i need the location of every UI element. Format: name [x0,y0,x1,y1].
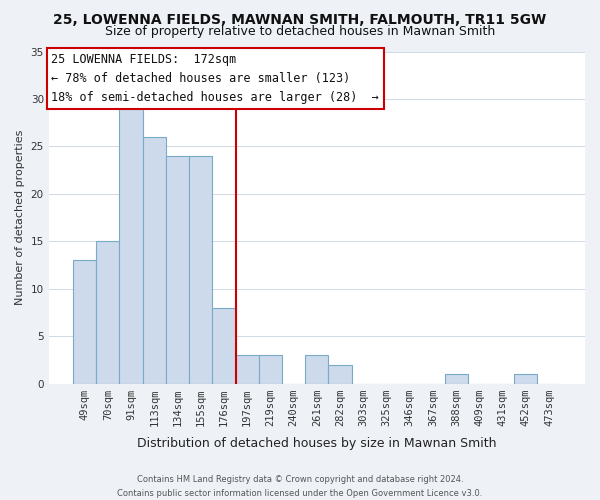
Bar [73,260,96,384]
Bar [189,156,212,384]
Text: Contains HM Land Registry data © Crown copyright and database right 2024.
Contai: Contains HM Land Registry data © Crown c… [118,476,482,498]
Bar [259,355,282,384]
Bar [212,308,236,384]
X-axis label: Distribution of detached houses by size in Mawnan Smith: Distribution of detached houses by size … [137,437,497,450]
Bar [514,374,538,384]
Text: 25, LOWENNA FIELDS, MAWNAN SMITH, FALMOUTH, TR11 5GW: 25, LOWENNA FIELDS, MAWNAN SMITH, FALMOU… [53,12,547,26]
Bar [143,137,166,384]
Bar [96,241,119,384]
Text: 25 LOWENNA FIELDS:  172sqm
← 78% of detached houses are smaller (123)
18% of sem: 25 LOWENNA FIELDS: 172sqm ← 78% of detac… [52,53,379,104]
Bar [445,374,468,384]
Bar [236,355,259,384]
Y-axis label: Number of detached properties: Number of detached properties [15,130,25,305]
Bar [328,364,352,384]
Bar [119,108,143,384]
Bar [166,156,189,384]
Bar [305,355,328,384]
Text: Size of property relative to detached houses in Mawnan Smith: Size of property relative to detached ho… [105,25,495,38]
